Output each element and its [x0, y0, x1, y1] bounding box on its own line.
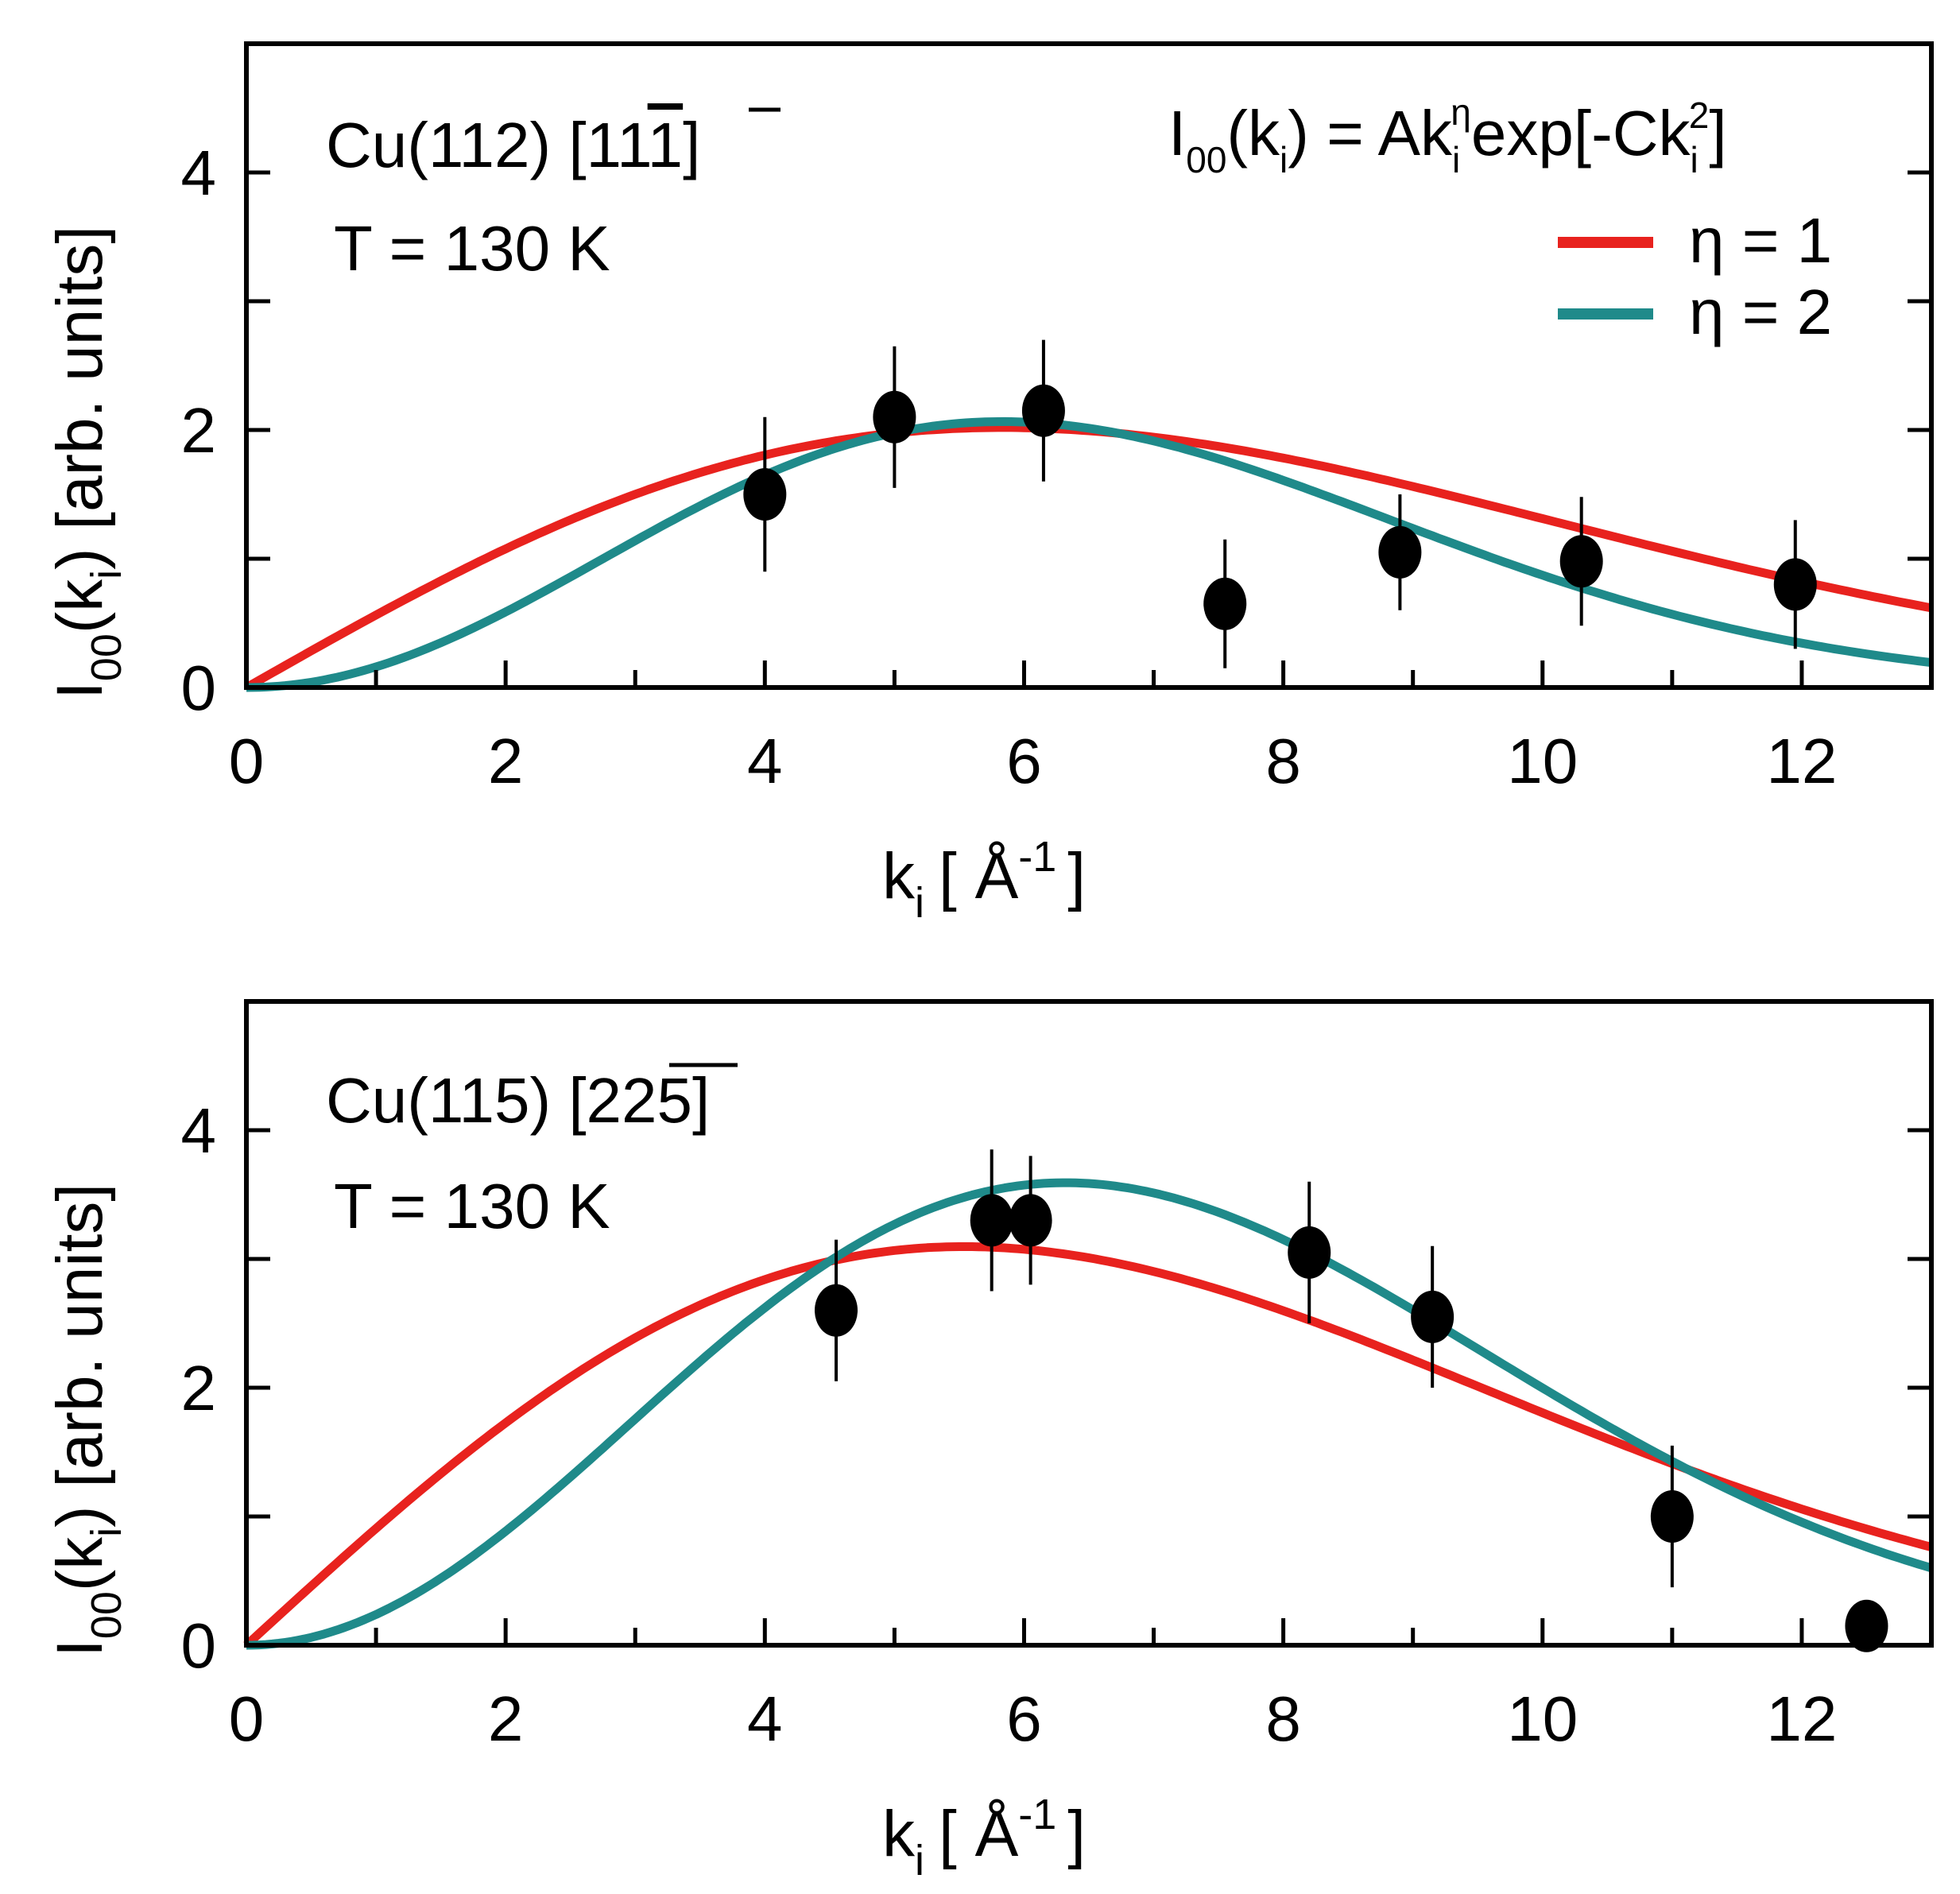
x-tick-label: 2	[488, 726, 524, 796]
overline-index: 22	[587, 1065, 657, 1136]
plot-frame	[244, 999, 1934, 1648]
x-tick-label: 10	[1507, 1683, 1578, 1754]
temperature-label: T = 130 K	[334, 213, 610, 284]
surface-label: Cu(112) [111]	[326, 110, 700, 180]
data-point	[1378, 525, 1422, 579]
y-axis-label: I00(ki) [arb. units]	[44, 1183, 130, 1657]
data-points	[743, 339, 1817, 668]
data-point	[1009, 1194, 1052, 1247]
data-point	[1650, 1490, 1694, 1543]
x-tick-label: 4	[747, 1683, 783, 1754]
data-point	[873, 390, 916, 443]
x-tick-label: 8	[1265, 726, 1301, 796]
x-tick-label: 0	[229, 1683, 265, 1754]
data-point	[1845, 1599, 1888, 1652]
data-point	[1773, 558, 1817, 611]
fit-curves	[243, 1178, 1933, 1650]
overline-index: 1	[648, 110, 684, 180]
fit-curve-eta-2	[246, 416, 1932, 692]
data-point	[1559, 535, 1603, 588]
axis-ticks	[244, 1128, 1934, 1645]
x-tick-label: 8	[1265, 1683, 1301, 1754]
y-tick-label: 0	[181, 653, 217, 723]
x-tick-label: 6	[1006, 726, 1042, 796]
y-tick-label: 4	[181, 137, 217, 208]
fit-curve-eta-1	[244, 423, 1932, 691]
formula: I00(ki) = Akiηexp[-Cki2]	[1168, 91, 1727, 180]
x-tick-label: 10	[1507, 726, 1578, 796]
x-tick-label: 6	[1006, 1683, 1042, 1754]
fit-curves	[244, 416, 1932, 692]
y-axis-label: I00(ki) [arb. units]	[44, 226, 130, 699]
x-tick-label: 12	[1766, 1683, 1837, 1754]
data-point	[1288, 1226, 1331, 1279]
y-tick-label: 2	[181, 1353, 217, 1423]
data-point	[1021, 384, 1065, 437]
data-point	[1411, 1290, 1455, 1343]
y-tick-label: 2	[181, 395, 217, 466]
fit-curve-eta-2	[246, 1178, 1933, 1650]
panel-cu112: 0 2 4 6 8 10 12 0 2 4 Cu(112) [111] T = 130 K I00…	[44, 41, 1934, 927]
data-point	[815, 1284, 858, 1337]
data-point	[970, 1194, 1013, 1247]
tick-labels: 0 2 4 6 8 10 12 0 2 4	[181, 1095, 1838, 1754]
axis-ticks	[244, 170, 1934, 687]
x-tick-label: 0	[229, 726, 265, 796]
data-points	[815, 1149, 1888, 1652]
surface-label: Cu(115) [225]	[326, 1065, 710, 1136]
data-point	[1203, 577, 1247, 630]
x-tick-label: 2	[488, 1683, 524, 1754]
tick-labels: 0 2 4 6 8 10 12 0 2 4	[181, 137, 1838, 796]
y-tick-label: 0	[181, 1610, 217, 1681]
temperature-label: T = 130 K	[334, 1171, 610, 1241]
legend-label-eta1: η = 1	[1689, 205, 1832, 276]
panel-cu115: 0 2 4 6 8 10 12 0 2 4 Cu(115) [225] T = 130 K ki[…	[44, 999, 1934, 1884]
plot-frame	[244, 41, 1934, 690]
x-tick-label: 4	[747, 726, 783, 796]
y-tick-label: 4	[181, 1095, 217, 1166]
x-axis-label: ki[ Å-1]	[882, 1791, 1086, 1884]
x-tick-label: 12	[1766, 726, 1837, 796]
data-point	[743, 468, 787, 521]
legend-label-eta2: η = 2	[1689, 277, 1832, 347]
x-axis-label: ki[ Å-1]	[882, 833, 1086, 927]
fit-curve-eta-1	[243, 1242, 1933, 1649]
